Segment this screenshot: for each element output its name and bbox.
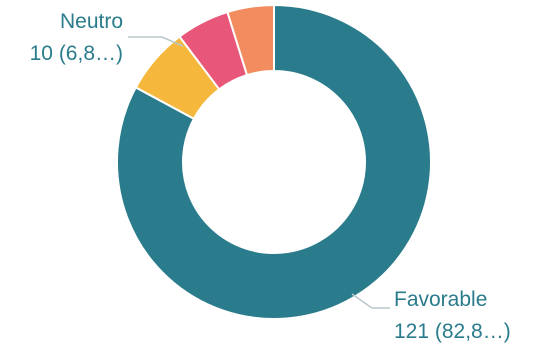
favorable-label-value: 121 (82,8…): [394, 320, 511, 343]
neutro-label-name: Neutro: [60, 10, 123, 33]
donut-slice-favorable[interactable]: [116, 3, 432, 320]
neutro-label-value: 10 (6,8…): [30, 42, 123, 65]
donut-slices: [116, 3, 432, 320]
favorable-leader-line: [351, 293, 390, 309]
neutro-leader-line: [128, 36, 184, 47]
favorable-label-name: Favorable: [394, 288, 487, 311]
donut-slice-segment-4[interactable]: [226, 3, 275, 77]
